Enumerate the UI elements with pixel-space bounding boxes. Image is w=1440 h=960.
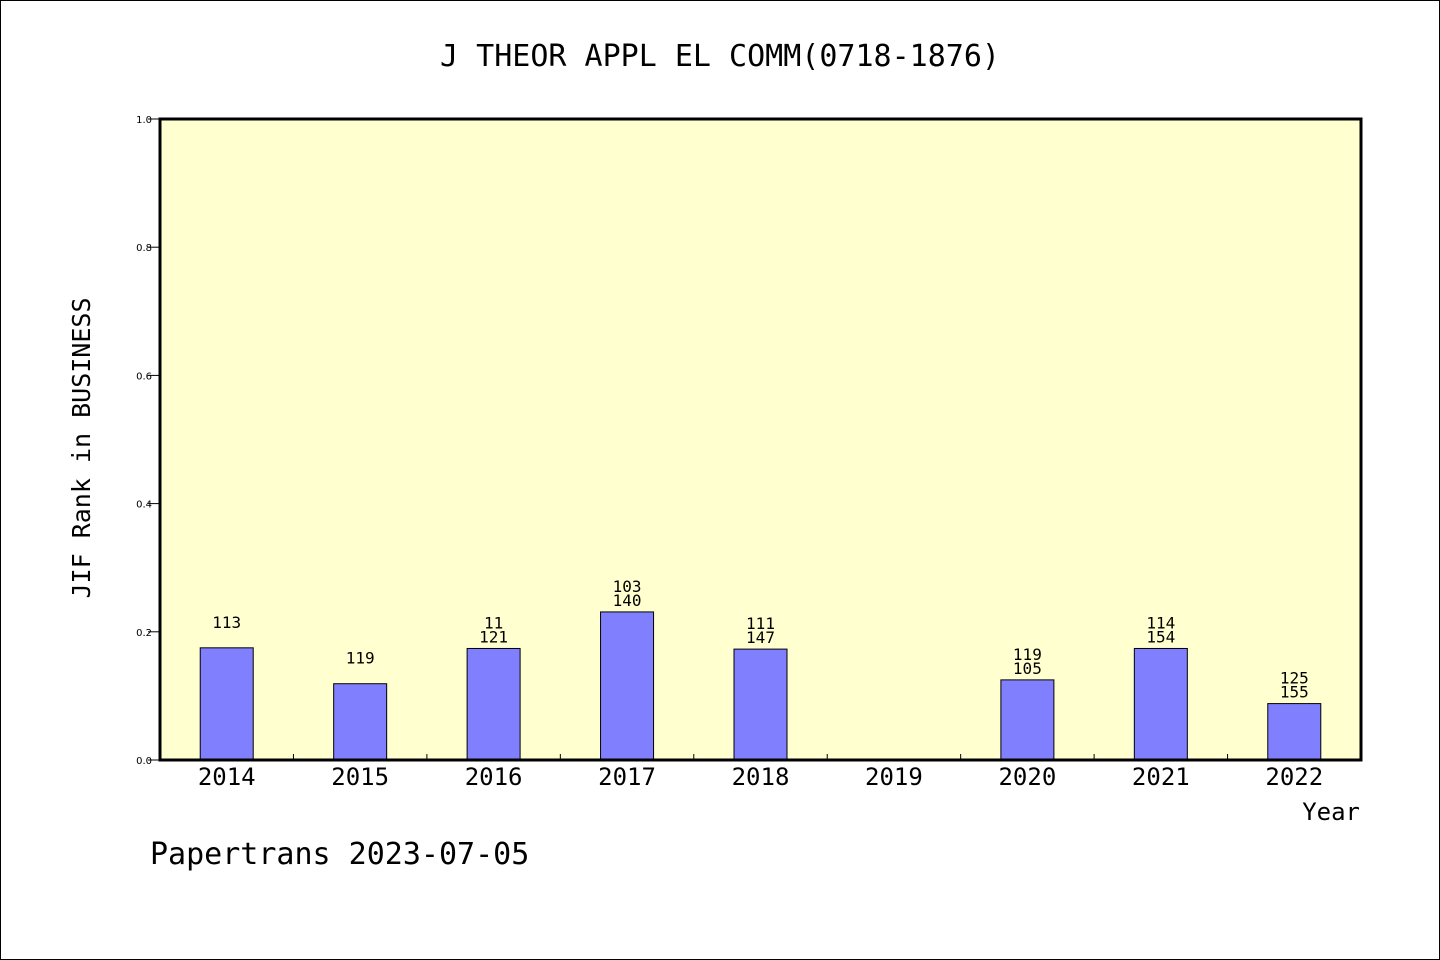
- bar-label-bottom: 154: [1146, 627, 1175, 646]
- chart-title: J THEOR APPL EL COMM(0718-1876): [440, 39, 1000, 74]
- bar-label-top: 103: [613, 577, 642, 596]
- bar-label-bottom: 105: [1013, 659, 1042, 678]
- bar-label-bottom: 121: [479, 627, 508, 646]
- footer-text: Papertrans 2023-07-05: [150, 837, 529, 872]
- bar-2016: [466, 647, 521, 761]
- bar-label-bottom: 147: [746, 628, 775, 647]
- bar-2014: [199, 647, 254, 761]
- bar-label-bottom: 155: [1280, 683, 1309, 702]
- x-tick-label: 2021: [1132, 763, 1190, 791]
- ticks-layer: 0.0 0.2 0.4 0.6 0.8 1.0 2014 2015 2016 2017 2018 20…: [136, 115, 1323, 791]
- bars-layer: 1131191211114010314711110511915411415512…: [199, 577, 1322, 761]
- bar-label-top: 114: [1146, 613, 1175, 632]
- x-tick-label: 2014: [198, 763, 256, 791]
- bar-label-top: 11: [484, 613, 503, 632]
- bar-label-top: 119: [346, 649, 375, 668]
- x-tick-label: 2018: [732, 763, 790, 791]
- bar-2022: [1267, 703, 1322, 761]
- bar-label-top: 125: [1280, 669, 1309, 688]
- bar-2017: [600, 611, 655, 761]
- y-tick-label: 1.0: [136, 115, 152, 126]
- bar-2020: [1000, 679, 1055, 761]
- bar-2018: [733, 648, 788, 761]
- bar-label-top: 111: [746, 614, 775, 633]
- plot-frame: [158, 117, 1363, 762]
- x-tick-label: 2016: [465, 763, 523, 791]
- y-tick-label: 0.2: [136, 628, 152, 639]
- y-tick-label: 0.8: [136, 243, 152, 254]
- x-tick-label: 2017: [598, 763, 656, 791]
- x-axis-label: Year: [1302, 798, 1360, 826]
- y-tick-label: 0.6: [136, 371, 152, 382]
- y-tick-label: 0.0: [136, 756, 152, 767]
- x-tick-label: 2020: [998, 763, 1056, 791]
- bar-2021: [1133, 647, 1188, 761]
- y-tick-label: 0.4: [136, 500, 152, 511]
- x-tick-label: 2022: [1265, 763, 1323, 791]
- x-tick-label: 2019: [865, 763, 923, 791]
- y-axis-label: JIF Rank in BUSINESS: [67, 297, 96, 598]
- bar-2015: [333, 683, 388, 761]
- bar-label-top: 119: [1013, 645, 1042, 664]
- bar-label-top: 113: [212, 613, 241, 632]
- x-tick-label: 2015: [331, 763, 389, 791]
- bar-label-bottom: 140: [613, 591, 642, 610]
